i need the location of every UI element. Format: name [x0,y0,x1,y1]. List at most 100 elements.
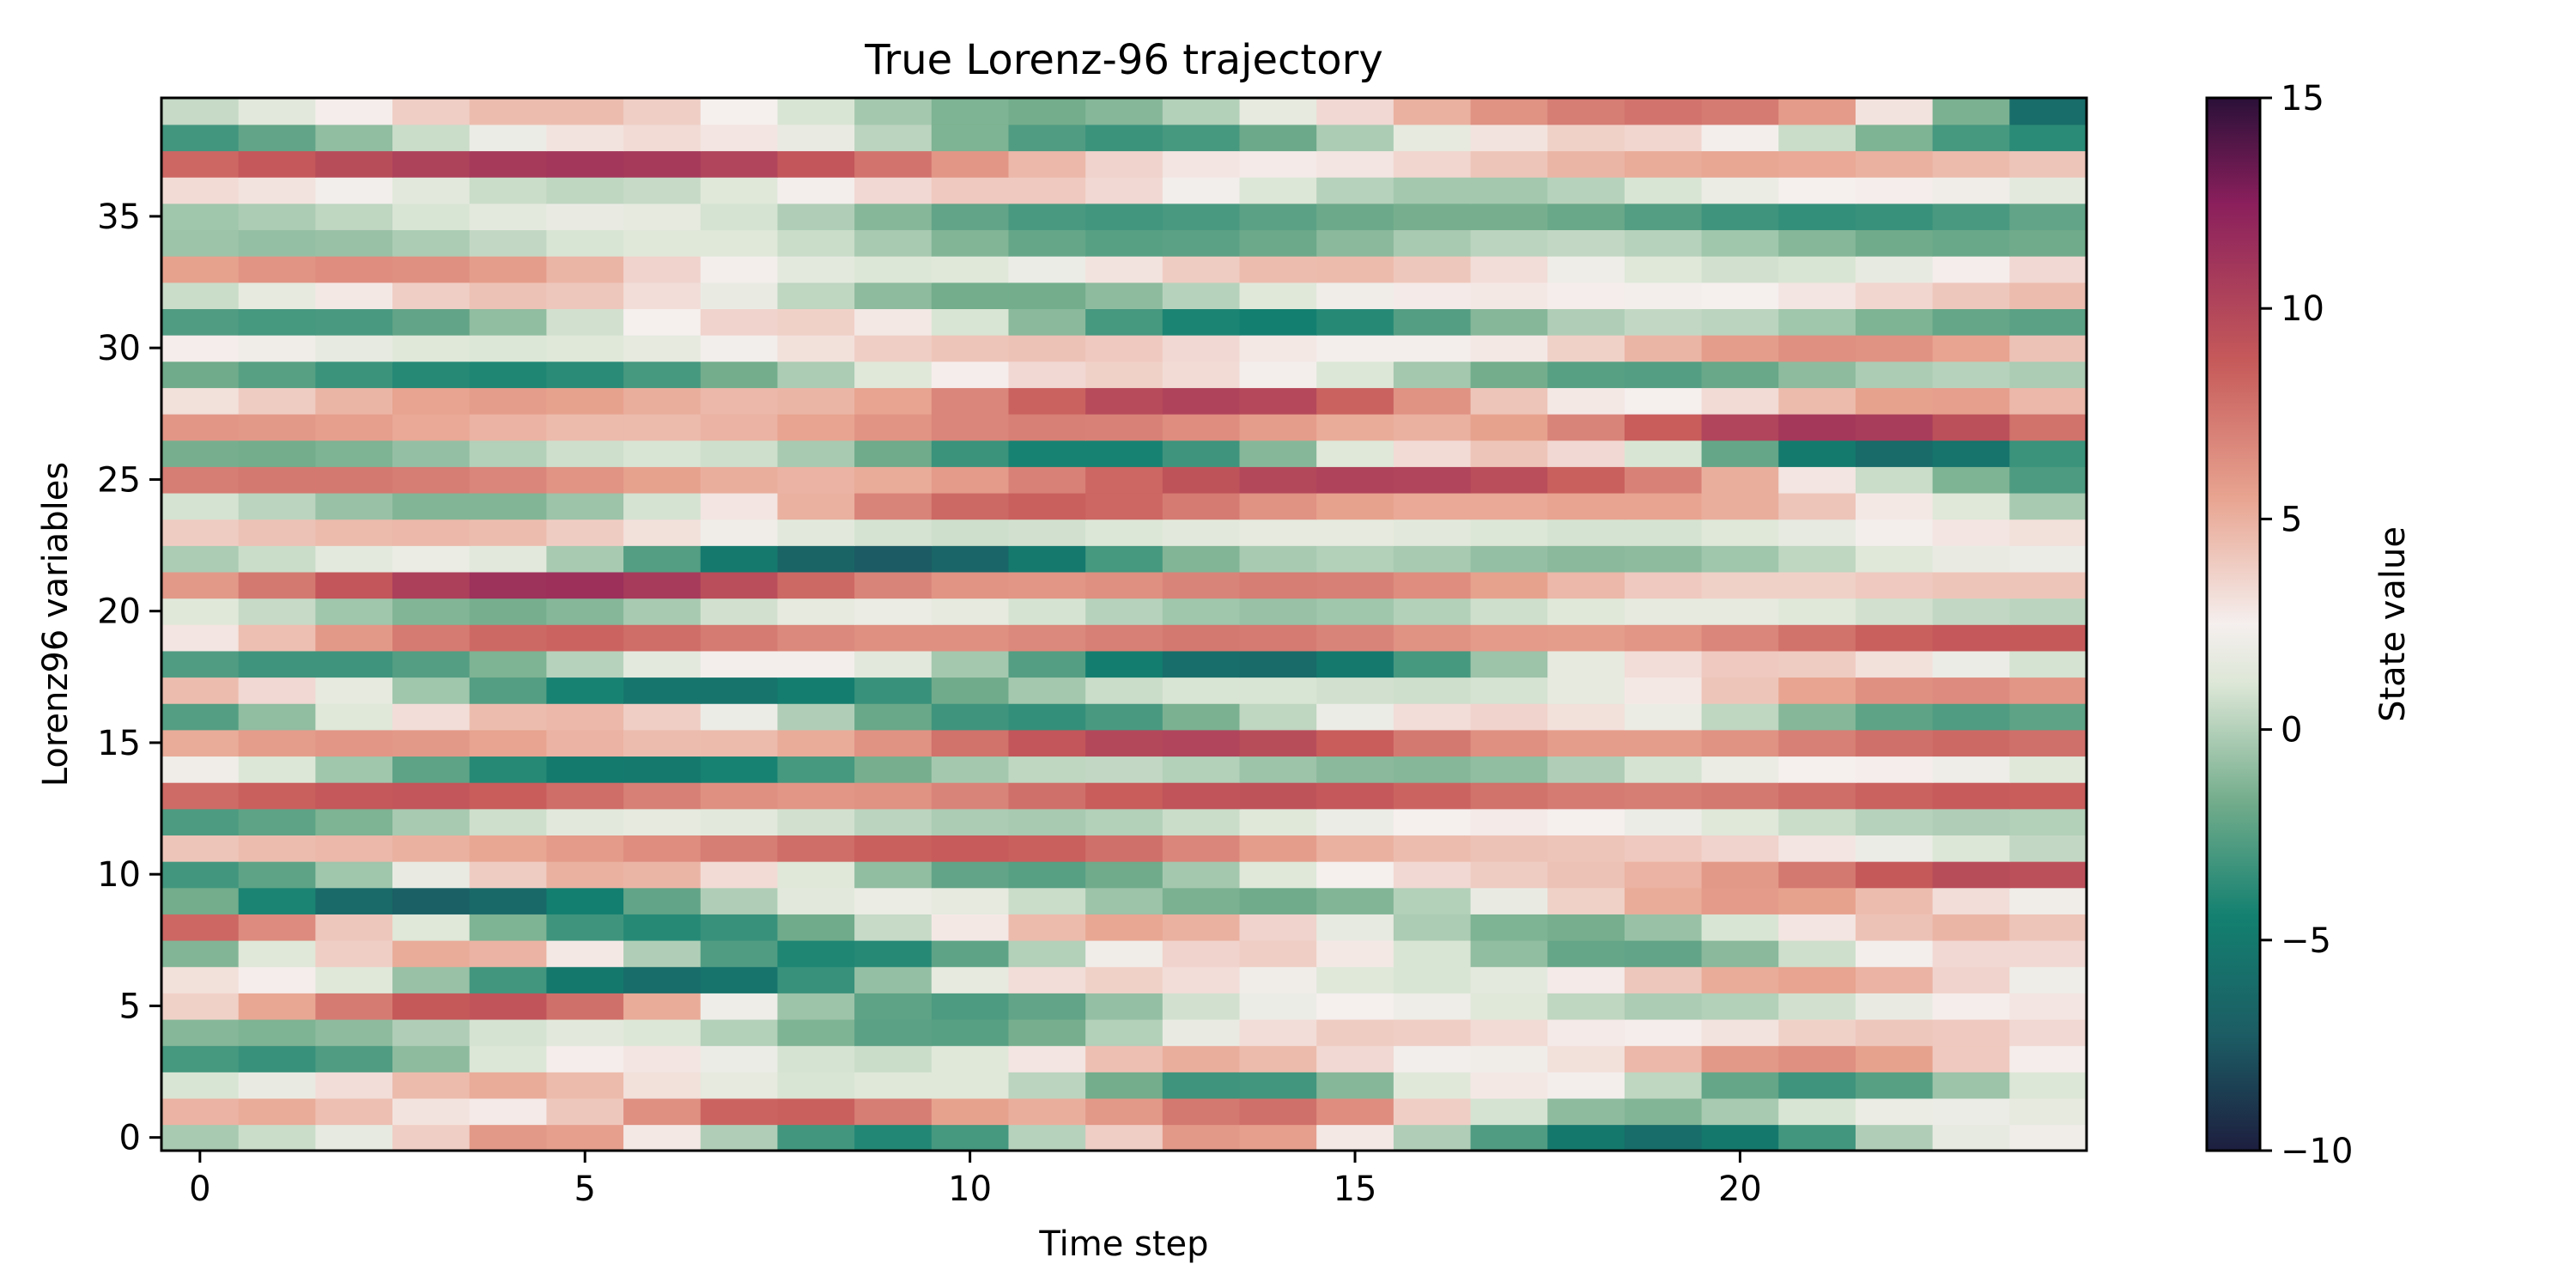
heatmap-cell [1547,677,1625,704]
heatmap-cell [1008,781,1086,810]
heatmap-cell [238,308,317,336]
heatmap-cell [238,492,317,520]
heatmap-cell [546,1045,624,1072]
heatmap-cell [1701,887,1780,914]
heatmap-cell [161,993,240,1020]
heatmap-cell [931,1072,1010,1099]
heatmap-cell [1932,677,2011,704]
heatmap-cell [1932,519,2011,546]
heatmap-cell [1008,440,1086,467]
heatmap-cell [1008,361,1086,388]
heatmap-cell [1085,176,1163,204]
heatmap-cell [1547,835,1625,862]
heatmap-cell [1393,887,1472,914]
heatmap-cell [1932,702,2011,731]
heatmap-cell [546,887,624,914]
heatmap-cell [1085,808,1163,835]
heatmap-cell [1470,361,1549,388]
heatmap-cell [238,598,317,625]
heatmap-cell [1470,203,1549,231]
heatmap-cell [700,598,779,625]
heatmap-cell [1085,624,1163,652]
heatmap-cell [1624,361,1703,388]
heatmap-cell [623,150,702,178]
heatmap-cell [700,887,779,914]
heatmap-cell [1008,387,1086,415]
heatmap-cell [392,860,471,889]
heatmap-cell [1855,387,1934,415]
heatmap-cell [1085,492,1163,520]
heatmap-cell [777,624,855,652]
heatmap-cell [623,124,702,152]
heatmap-cell [700,939,779,968]
heatmap-cell [931,387,1010,415]
colorbar-tick-label: −5 [2281,921,2331,961]
heatmap-cell [1085,1072,1163,1099]
heatmap-cell [623,203,702,231]
heatmap-cell [469,387,548,415]
heatmap-cell [1624,282,1703,309]
y-tick-label: 35 [97,197,141,237]
heatmap-cell [1470,1124,1549,1151]
heatmap-cell [1162,334,1241,362]
heatmap-cell [1239,1097,1317,1126]
heatmap-cell [623,387,702,415]
heatmap-cell [1162,203,1241,231]
heatmap-cell [1008,255,1086,283]
heatmap-cell [315,229,393,257]
heatmap-cell [1470,98,1549,125]
heatmap-cell [2009,729,2087,757]
heatmap-cell [392,756,471,783]
heatmap-cell [1316,702,1394,731]
heatmap-cell [1470,1045,1549,1072]
heatmap-cell [931,966,1010,993]
heatmap-cell [1393,203,1472,231]
heatmap-cell [1701,677,1780,704]
heatmap-cell [700,492,779,520]
heatmap-cell [1624,413,1703,441]
heatmap-cell [1316,150,1394,178]
heatmap-cell [777,1124,855,1151]
heatmap-cell [1855,677,1934,704]
heatmap-cell [1393,1018,1472,1047]
heatmap-cell [1624,939,1703,968]
heatmap-cell [315,756,393,783]
heatmap-cell [1393,808,1472,835]
heatmap-cell [315,966,393,993]
heatmap-cell [1470,835,1549,862]
heatmap-cell [315,624,393,652]
heatmap-cell [1470,966,1549,993]
heatmap-cell [854,492,933,520]
heatmap-cell [854,781,933,810]
heatmap-cell [2009,756,2087,783]
heatmap-cell [392,650,471,678]
heatmap-cell [1624,255,1703,283]
heatmap-cell [1316,98,1394,125]
heatmap-cell [623,440,702,467]
heatmap-cell [238,387,317,415]
x-axis: 0 5 10 15 20 [189,1151,1762,1209]
heatmap-cell [1162,1124,1241,1151]
heatmap-cell [469,571,548,599]
heatmap-cell [546,624,624,652]
heatmap-cell [2009,203,2087,231]
heatmap-cell [161,466,240,494]
heatmap-cell [1008,545,1086,573]
heatmap-cell [1778,966,1856,993]
heatmap-cell [854,966,933,993]
heatmap-cell [700,966,779,993]
heatmap-cell [1701,914,1780,941]
heatmap-cell [315,1045,393,1072]
heatmap-cell [1855,624,1934,652]
heatmap-cell [1316,440,1394,467]
heatmap-cell [1932,124,2011,152]
heatmap-cell [854,229,933,257]
heatmap-cell [1162,571,1241,599]
heatmap-cell [1855,887,1934,914]
heatmap-cell [161,914,240,941]
heatmap-cell [238,98,317,125]
heatmap-cell [1008,860,1086,889]
heatmap-cell [238,466,317,494]
heatmap-cell [623,966,702,993]
heatmap-cell [1239,334,1317,362]
